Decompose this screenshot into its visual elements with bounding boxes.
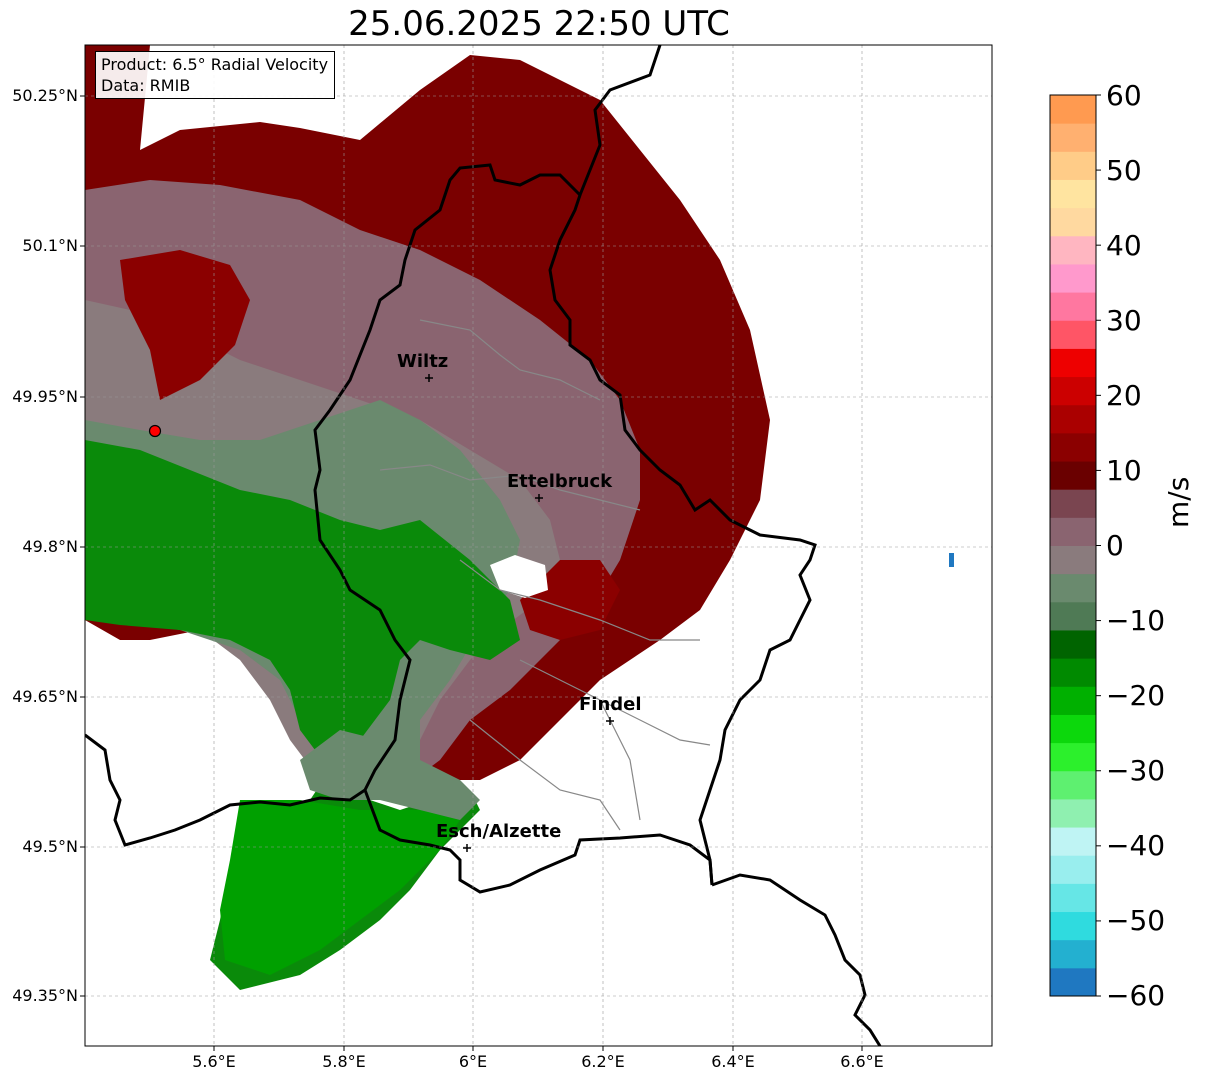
- city-label-ettelbruck: Ettelbruck: [507, 471, 613, 492]
- colorbar-tick-label: 0: [1106, 529, 1124, 562]
- colorbar-segment: [1050, 123, 1096, 152]
- data-source-line: Data: RMIB: [101, 76, 191, 95]
- colorbar-segment: [1050, 967, 1096, 997]
- lon-tick-label: 6.6°E: [840, 1052, 884, 1071]
- colorbar-segment: [1050, 376, 1096, 406]
- echo-graygreen-south: [300, 730, 480, 820]
- lon-tick-label: 6.2°E: [581, 1052, 625, 1071]
- colorbar-tick-label: 60: [1106, 79, 1142, 112]
- colorbar-tick-label: 20: [1106, 379, 1142, 412]
- colorbar-segment: [1050, 629, 1096, 659]
- echo-red-left: [120, 250, 250, 400]
- gridlines: [85, 45, 992, 1046]
- colorbar-segment: [1050, 489, 1096, 518]
- echo-bright-green: [220, 800, 460, 975]
- lat-tick-label: 49.5°N: [22, 837, 78, 856]
- city-markers: [425, 374, 614, 852]
- colorbar-segment: [1050, 742, 1096, 772]
- colorbar-segment: [1050, 714, 1096, 744]
- city-marker-ettelbruck: [535, 494, 543, 502]
- colorbar-segment: [1050, 320, 1096, 349]
- product-line: Product: 6.5° Radial Velocity: [101, 55, 329, 74]
- blue-echo: [949, 553, 954, 567]
- map-frame: [84, 44, 993, 1047]
- colorbar-tick-label: 30: [1106, 304, 1142, 337]
- colorbar-segment: [1050, 770, 1096, 800]
- colorbar-segment: [1050, 686, 1096, 715]
- colorbar-segment: [1050, 432, 1096, 462]
- lat-tick-label: 49.35°N: [12, 986, 78, 1005]
- colorbar-segment: [1050, 461, 1096, 490]
- colorbar-segment: [1050, 207, 1096, 237]
- border-france-germany: [711, 873, 882, 1046]
- border-belgium-lux: [313, 45, 714, 894]
- colorbar-segment: [1050, 95, 1096, 124]
- city-marker-wiltz: [425, 374, 433, 382]
- city-label-wiltz: Wiltz: [397, 351, 449, 372]
- echo-gap: [490, 555, 548, 598]
- colorbar-tick-label: −30: [1106, 754, 1166, 787]
- colorbar-segment: [1050, 235, 1096, 265]
- product-info-box: Product: 6.5° Radial Velocity Data: RMIB: [95, 51, 336, 99]
- colorbar-segment: [1050, 827, 1096, 856]
- city-label-esch: Esch/Alzette: [436, 821, 562, 842]
- canton-lines: [379, 319, 711, 831]
- colorbar-unit-label: m/s: [1162, 476, 1195, 528]
- radar-site-marker: [148, 424, 162, 438]
- colorbar-segment: [1050, 517, 1096, 546]
- colorbar-tick-label: −10: [1106, 604, 1166, 637]
- colorbar-segment: [1050, 179, 1096, 209]
- chart-title: 25.06.2025 22:50 UTC: [348, 4, 730, 44]
- colorbar-segment: [1050, 798, 1096, 828]
- colorbar-segment: [1050, 939, 1096, 969]
- lon-tick-label: 6.4°E: [711, 1052, 755, 1071]
- colorbar: [1049, 94, 1101, 997]
- colorbar-segment: [1050, 348, 1096, 378]
- lat-tick-label: 50.25°N: [12, 86, 78, 105]
- lat-tick-label: 49.65°N: [12, 687, 78, 706]
- colorbar-segment: [1050, 658, 1096, 687]
- colorbar-tick-label: −60: [1106, 979, 1166, 1012]
- colorbar-tick-label: −40: [1106, 829, 1166, 862]
- colorbar-tick-label: 10: [1106, 454, 1142, 487]
- colorbar-segment: [1050, 855, 1096, 884]
- border-germany-lux: [548, 194, 817, 886]
- city-label-findel: Findel: [579, 694, 642, 715]
- colorbar-segment: [1050, 263, 1096, 293]
- border-france: [85, 733, 366, 847]
- colorbar-tick-label: −20: [1106, 679, 1166, 712]
- lat-tick-label: 50.1°N: [22, 236, 78, 255]
- colorbar-segment: [1050, 883, 1096, 913]
- colorbar-segment: [1050, 545, 1096, 575]
- colorbar-segment: [1050, 911, 1096, 941]
- radar-map: [80, 44, 993, 1051]
- colorbar-segment: [1050, 292, 1096, 321]
- colorbar-segment: [1050, 573, 1096, 603]
- lon-tick-label: 5.8°E: [322, 1052, 366, 1071]
- colorbar-segment: [1050, 151, 1096, 180]
- colorbar-tick-label: 40: [1106, 229, 1142, 262]
- city-marker-esch: [463, 844, 471, 852]
- colorbar-tick-label: −50: [1106, 904, 1166, 937]
- lon-tick-label: 6°E: [458, 1052, 488, 1071]
- colorbar-segment: [1050, 601, 1096, 631]
- colorbar-segment: [1050, 404, 1096, 434]
- lat-tick-label: 49.8°N: [22, 537, 78, 556]
- city-marker-findel: [606, 717, 614, 725]
- lat-tick-label: 49.95°N: [12, 387, 78, 406]
- colorbar-tick-label: 50: [1106, 154, 1142, 187]
- lon-tick-label: 5.6°E: [192, 1052, 236, 1071]
